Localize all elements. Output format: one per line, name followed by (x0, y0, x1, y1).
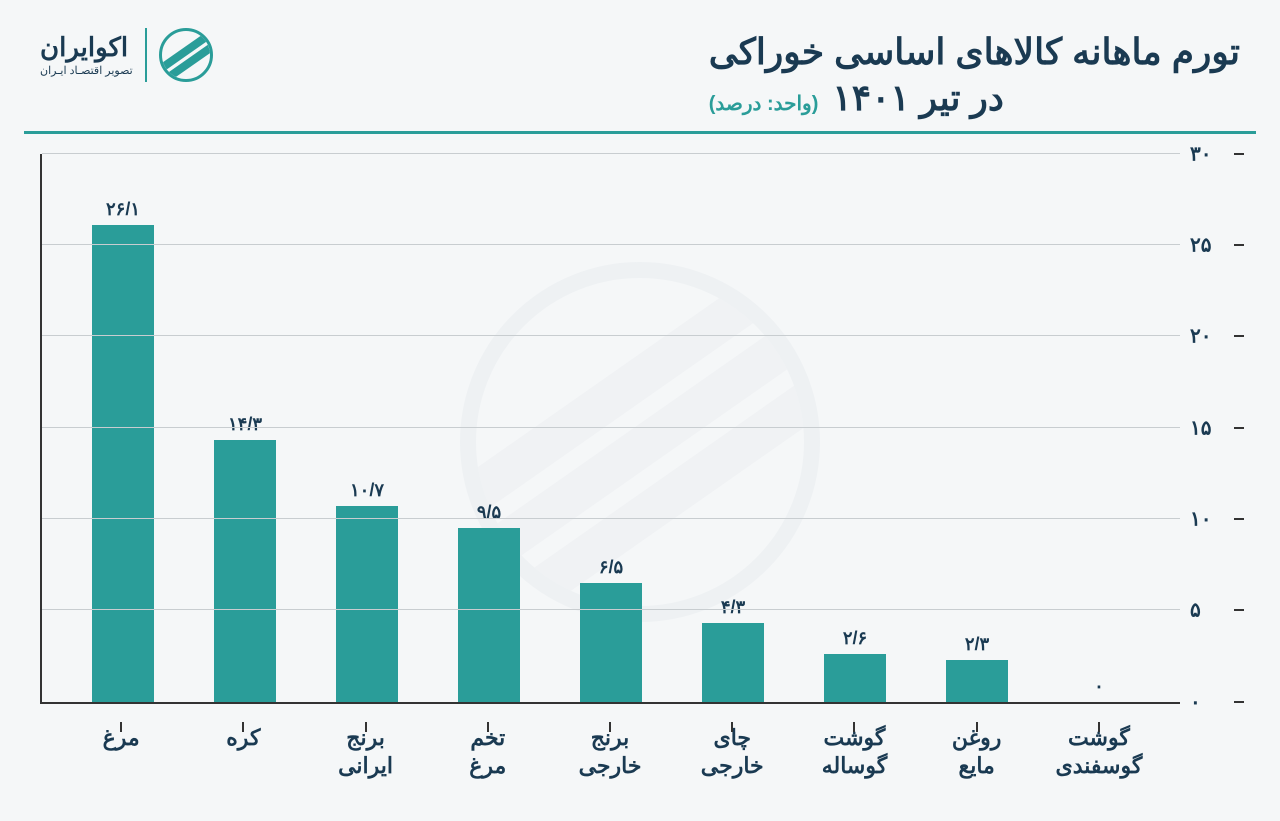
y-tick-label: ۳۰ (1190, 141, 1230, 166)
x-axis-label: گوشتگوسفندی (1038, 714, 1160, 794)
chart: ۲۶/۱۱۴/۳۱۰/۷۹/۵۶/۵۴/۳۲/۶۲/۳۰ ۰۵۱۰۱۵۲۰۲۵۳… (40, 154, 1240, 794)
bar-slot: ۲۶/۱ (62, 154, 184, 702)
x-axis-label: برنجایرانی (304, 714, 426, 794)
x-tick-mark (1098, 722, 1100, 732)
y-tick-label: ۱۵ (1190, 415, 1230, 440)
title-line1: تورم ماهانه کالاهای اساسی خوراکی (709, 28, 1240, 77)
bars-container: ۲۶/۱ ۱۴/۳ ۱۰/۷ ۹/۵ ۶/۵ ۴/۳ ۲/۶ ۲/۳ ۰ (42, 154, 1180, 702)
bar: ۶/۵ (580, 583, 642, 702)
logo-icon (159, 28, 213, 82)
grid-line (42, 335, 1180, 336)
bar-slot: ۲/۳ (916, 154, 1038, 702)
bar: ۲۶/۱ (92, 225, 154, 702)
x-tick-mark (976, 722, 978, 732)
y-tick-mark (1234, 427, 1244, 429)
title-block: تورم ماهانه کالاهای اساسی خوراکی در تیر … (709, 28, 1240, 119)
y-tick-label: ۰ (1190, 689, 1230, 714)
grid-line (42, 153, 1180, 154)
x-axis-label: برنجخارجی (549, 714, 671, 794)
grid-line (42, 244, 1180, 245)
x-tick-mark (365, 722, 367, 732)
y-tick-mark (1234, 609, 1244, 611)
x-axis-label: تخممرغ (427, 714, 549, 794)
title-line2: در تیر ۱۴۰۱ (832, 77, 1004, 119)
bar-value-label: ۹/۵ (477, 502, 501, 523)
bar-slot: ۰ (1038, 154, 1160, 702)
title-unit: (واحد: درصد) (709, 91, 819, 116)
x-axis-label: چایخارجی (671, 714, 793, 794)
logo-tagline: تصویر اقتصـاد ایـران (40, 64, 133, 77)
logo: اکوایران تصویر اقتصـاد ایـران (40, 28, 213, 82)
bar-slot: ۲/۶ (794, 154, 916, 702)
grid-line (42, 518, 1180, 519)
bar-value-label: ۱۴/۳ (228, 414, 262, 435)
x-tick-mark (242, 722, 244, 732)
header: تورم ماهانه کالاهای اساسی خوراکی در تیر … (0, 0, 1280, 131)
x-tick-mark (120, 722, 122, 732)
bar: ۱۰/۷ (336, 506, 398, 701)
y-tick-mark (1234, 701, 1244, 703)
y-tick-label: ۵ (1190, 598, 1230, 623)
x-axis-labels: مرغکرهبرنجایرانیتخممرغبرنجخارجیچایخارجیگ… (40, 714, 1180, 794)
y-tick-label: ۲۵ (1190, 232, 1230, 257)
bar: ۲/۳ (946, 660, 1008, 702)
bar-value-label: ۲/۶ (843, 628, 867, 649)
header-rule (24, 131, 1256, 134)
x-axis-label: کره (182, 714, 304, 794)
bar-value-label: ۰ (1094, 676, 1104, 697)
y-tick-mark (1234, 244, 1244, 246)
bar-value-label: ۲۶/۱ (106, 199, 140, 220)
bar-value-label: ۲/۳ (965, 634, 989, 655)
bar-slot: ۶/۵ (550, 154, 672, 702)
bar-value-label: ۴/۳ (721, 597, 745, 618)
x-axis-label: گوشتگوساله (793, 714, 915, 794)
y-tick-mark (1234, 335, 1244, 337)
x-axis-label: روغنمایع (916, 714, 1038, 794)
logo-name: اکوایران (40, 34, 133, 60)
x-tick-mark (609, 722, 611, 732)
bar-value-label: ۱۰/۷ (350, 480, 384, 501)
x-tick-mark (731, 722, 733, 732)
bar-value-label: ۶/۵ (599, 557, 623, 578)
bar-slot: ۴/۳ (672, 154, 794, 702)
plot-area: ۲۶/۱۱۴/۳۱۰/۷۹/۵۶/۵۴/۳۲/۶۲/۳۰ ۰۵۱۰۱۵۲۰۲۵۳… (40, 154, 1180, 704)
grid-line (42, 427, 1180, 428)
grid-line (42, 609, 1180, 610)
y-tick-label: ۲۰ (1190, 324, 1230, 349)
y-tick-label: ۱۰ (1190, 506, 1230, 531)
bar: ۲/۶ (824, 654, 886, 701)
x-tick-mark (487, 722, 489, 732)
y-tick-mark (1234, 153, 1244, 155)
bar: ۱۴/۳ (214, 440, 276, 701)
y-tick-mark (1234, 518, 1244, 520)
bar: ۹/۵ (458, 528, 520, 702)
bar-slot: ۱۴/۳ (184, 154, 306, 702)
logo-separator (145, 28, 147, 82)
bar-slot: ۹/۵ (428, 154, 550, 702)
x-tick-mark (853, 722, 855, 732)
bar: ۴/۳ (702, 623, 764, 702)
bar-slot: ۱۰/۷ (306, 154, 428, 702)
x-axis-label: مرغ (60, 714, 182, 794)
